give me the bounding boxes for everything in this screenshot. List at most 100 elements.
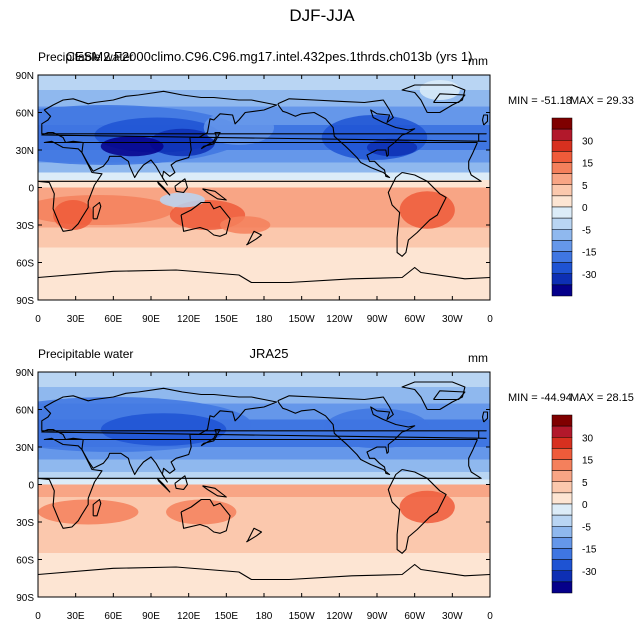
x-tick-label: 150W [289, 314, 316, 325]
colorbar-swatch [551, 240, 573, 252]
colorbar-swatch [551, 128, 573, 141]
field-anomaly [38, 195, 174, 225]
coastline [180, 498, 231, 534]
colorbar-swatch [551, 162, 573, 174]
field-band [38, 484, 490, 497]
coastline [92, 201, 102, 220]
field-band [38, 247, 490, 263]
colorbar-label: 15 [582, 159, 594, 170]
y-tick-label: 30N [16, 443, 34, 454]
x-tick-label: 60E [104, 314, 122, 325]
field-anomaly [53, 200, 94, 230]
coastline [401, 84, 466, 114]
field-anomaly [366, 138, 418, 157]
x-tick-label: 0 [35, 611, 41, 622]
field-layer [38, 372, 490, 597]
panel-title-center: JRA25 [249, 346, 288, 361]
field-band [38, 553, 490, 597]
field-band [38, 472, 490, 480]
coastline [387, 468, 447, 554]
panel-units: mm [468, 54, 488, 68]
x-tick-label: 0 [487, 611, 493, 622]
max-label: MAX = 29.33 [570, 95, 634, 107]
y-tick-label: 30S [16, 221, 34, 232]
panel-title-center: CESM2.F2000climo.C96.C96.mg17.intel.432p… [66, 49, 473, 64]
colorbar-swatch [551, 514, 573, 527]
colorbar-label: -15 [582, 248, 597, 259]
max-label: MAX = 28.15 [570, 392, 634, 404]
colorbar-swatch [551, 262, 573, 274]
field-anomaly [220, 216, 271, 234]
colorbar-label: 5 [582, 181, 588, 192]
coastline [38, 140, 482, 232]
colorbar-swatch [551, 559, 573, 571]
coastline [246, 230, 263, 246]
field-band [38, 90, 490, 107]
min-label: MIN = -44.94 [508, 392, 572, 404]
coastline [156, 180, 171, 196]
x-tick-label: 30W [442, 611, 463, 622]
field-anomaly [166, 499, 237, 525]
colorbar-label: -30 [582, 567, 597, 578]
x-tick-label: 60E [104, 611, 122, 622]
y-tick-label: 60N [16, 109, 34, 120]
x-tick-label: 0 [487, 314, 493, 325]
coastline [433, 390, 466, 401]
field-band [38, 262, 490, 300]
colorbar-swatch [551, 284, 573, 297]
coastline [200, 131, 221, 150]
coastline [38, 563, 490, 581]
coastline [246, 527, 263, 543]
field-anomaly [203, 110, 275, 145]
field-anomaly [100, 136, 164, 157]
coastline [41, 387, 487, 483]
colorbar-label: 30 [582, 136, 594, 147]
colorbar-swatch [551, 526, 573, 538]
figure-title: DJF-JJA [289, 6, 355, 25]
y-tick-label: 90S [16, 296, 34, 307]
colorbar-swatch [551, 217, 573, 230]
colorbar-swatch [551, 229, 573, 241]
colorbar-swatch [551, 206, 573, 219]
colorbar-label: 30 [582, 433, 594, 444]
panel-title-left: Precipitable water [38, 347, 133, 361]
coastline [92, 498, 102, 517]
colorbar-swatch [551, 273, 573, 286]
coastline [200, 428, 221, 447]
field-layer [38, 75, 490, 300]
colorbar-label: 15 [582, 456, 594, 467]
field-band [38, 162, 490, 173]
y-tick-label: 60N [16, 406, 34, 417]
colorbar-swatch [551, 459, 573, 471]
x-tick-label: 30W [442, 314, 463, 325]
x-tick-label: 120W [326, 611, 353, 622]
x-tick-label: 150E [215, 314, 239, 325]
field-band [38, 172, 490, 180]
y-tick-label: 0 [28, 481, 34, 492]
colorbar-label: 0 [582, 203, 588, 214]
x-tick-label: 150E [215, 611, 239, 622]
field-anomaly [324, 408, 430, 449]
colorbar-label: -5 [582, 225, 591, 236]
colorbar-label: -15 [582, 545, 597, 556]
x-tick-label: 90W [367, 314, 388, 325]
y-tick-label: 90S [16, 593, 34, 604]
colorbar-swatch [551, 425, 573, 438]
coastline [38, 437, 482, 529]
coastline [387, 171, 447, 257]
coastline [174, 178, 188, 194]
x-tick-label: 120W [326, 314, 353, 325]
x-tick-label: 30E [67, 314, 85, 325]
x-tick-label: 90E [142, 611, 160, 622]
colorbar-swatch [551, 173, 573, 185]
panel-units: mm [468, 351, 488, 365]
colorbar-swatch [551, 184, 573, 197]
colorbar-swatch [551, 117, 573, 130]
y-tick-label: 30S [16, 518, 34, 529]
coastline [202, 188, 227, 201]
colorbar-swatch [551, 470, 573, 482]
colorbar-swatch [551, 548, 573, 560]
field-band [38, 187, 490, 203]
coastline [38, 266, 490, 284]
